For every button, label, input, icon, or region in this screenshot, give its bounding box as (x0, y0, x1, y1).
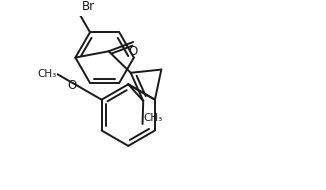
Text: CH₃: CH₃ (143, 113, 163, 123)
Text: CH₃: CH₃ (37, 69, 57, 79)
Text: Br: Br (82, 0, 95, 13)
Text: O: O (128, 45, 138, 58)
Text: O: O (67, 79, 77, 92)
